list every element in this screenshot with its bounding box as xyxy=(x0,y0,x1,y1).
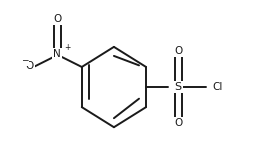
Text: O: O xyxy=(53,14,62,24)
Text: S: S xyxy=(174,82,182,92)
Text: O: O xyxy=(26,61,34,71)
Text: Cl: Cl xyxy=(212,82,223,92)
Text: N: N xyxy=(53,49,61,59)
Text: −: − xyxy=(21,55,28,64)
Text: O: O xyxy=(174,46,182,56)
Text: O: O xyxy=(174,118,182,128)
Text: +: + xyxy=(64,43,70,52)
